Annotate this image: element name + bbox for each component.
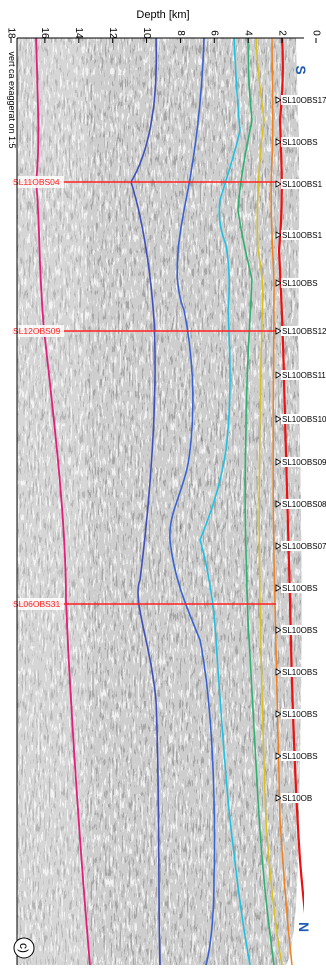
depth-tick-label: 16 [39,27,50,39]
obs-station-label: SL10OB [282,794,312,803]
depth-tick-label: 0 [310,30,321,36]
obs-label-background [281,370,325,380]
depth-tick-label: 2 [276,30,287,36]
depth-axis-ticks: 0 2 4 6 8 10 12 14 16 18 [5,27,321,43]
obs-label-background [281,583,325,593]
obs-station-marker [275,752,282,760]
mid-crust-boundary-line [169,38,216,965]
obs-station-marker [275,458,282,466]
depth-tick-label: 10 [141,27,152,39]
obs-station-label: SL10OBS [282,138,318,147]
obs-station-label: SL10OBS [282,710,318,719]
obs-station-label: SL10OBS [282,626,318,635]
crossing-profile-label: SL11OBS04 [13,177,60,187]
obs-station-label: SL10OBS [282,279,318,288]
obs-label-background [281,326,325,336]
depth-tick-label: 6 [209,30,220,36]
obs-station-label: SL10OBS09 [282,458,326,467]
panel-label: c) [17,943,31,953]
obs-station-marker [275,584,282,592]
obs-station-marker [275,231,282,239]
obs-station-label: SL10OBS08 [282,500,326,509]
panel-label-badge: c) [13,937,35,959]
obs-label-background [281,541,325,551]
depth-tick-label: 18 [5,27,16,39]
sediment-yellow-line [255,38,283,965]
obs-station-marker [275,668,282,676]
obs-station-label: SL10OBS [282,752,318,761]
depth-tick-label: 8 [175,30,186,36]
obs-label-background [281,278,325,288]
obs-station-marker [275,500,282,508]
moho-boundary-line [35,38,91,965]
obs-station-marker [275,279,282,287]
crossing-profile-label: SL12OBS09 [13,326,61,336]
depth-axis-title: Depth [km] [136,9,189,21]
plot-frame [16,37,304,965]
crossing-profile-label: SL06OBS31 [13,599,61,609]
obs-station-marker [275,180,282,188]
obs-station-marker [275,415,282,423]
obs-station-label: SL10OBS [282,584,318,593]
obs-label-background [281,95,325,105]
crossing-label-background [12,325,64,337]
obs-station-label: SL10OBS07 [282,542,326,551]
obs-label-background [281,137,325,147]
obs-station-label: SL10OBS1 [282,231,323,240]
depth-tick-label: 4 [243,30,254,36]
vertical-exaggeration-note: vert ca exaggerat on 1:5 [7,51,17,148]
obs-station-label: SL10OBS17 [282,96,326,105]
obs-label-background [281,625,325,635]
obs-label-background [281,709,325,719]
crossing-label-background [12,176,64,188]
obs-station-marker [275,138,282,146]
upper-crust-green-line [237,38,275,965]
obs-station-marker [275,327,282,335]
obs-label-background [281,414,325,424]
sediment-orange-line [270,38,293,965]
obs-station-marker [275,542,282,550]
depth-tick-label: 12 [107,27,118,39]
obs-station-label: SL10OBS10 [282,415,326,424]
obs-label-background [281,667,325,677]
obs-station-label: SL10OBS11 [282,371,326,380]
obs-station-labels: SL10OBS17 SL10OBS SL10OBS1 SL10OBS1 SL10OBS S… [275,95,326,803]
obs-station-label: SL10OBS1 [282,180,323,189]
obs-station-marker [275,794,282,802]
obs-station-label: SL10OBS12 [282,327,326,336]
direction-label-south: S [293,65,309,74]
deep-crust-boundary-line [130,38,161,965]
obs-label-background [281,230,325,240]
obs-station-marker [275,96,282,104]
obs-label-background [281,499,325,509]
upper-crust-cyan-line [199,38,251,965]
obs-station-marker [275,710,282,718]
crossing-profile-lines: SL11OBS04 SL12OBS09 SL06OBS31 [12,176,276,610]
obs-label-background [281,179,325,189]
seismic-reflection-image [17,38,304,965]
obs-label-background [281,457,325,467]
obs-label-background [281,751,325,761]
obs-station-label: SL10OBS [282,668,318,677]
obs-label-background [281,793,325,803]
obs-station-marker [275,626,282,634]
direction-label-north: N [296,922,312,932]
crossing-label-background [12,598,64,610]
depth-tick-label: 14 [73,27,84,39]
obs-station-marker [275,371,282,379]
